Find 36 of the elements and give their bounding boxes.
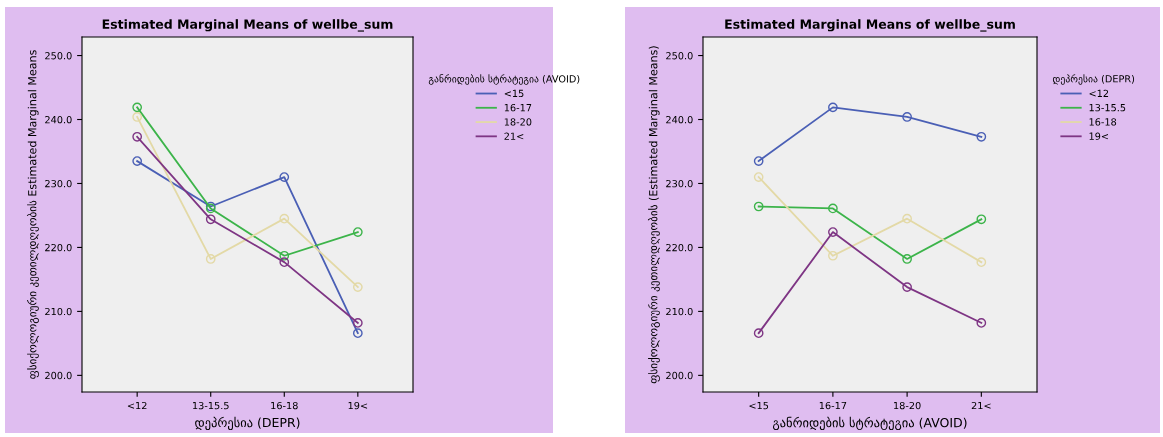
legend-label: 13-15.5 [1089,103,1126,112]
y-tick-label: 240.0 [666,115,693,124]
legend-title: დეპრესია (DEPR) [1052,74,1135,85]
x-tick-label: <12 [127,401,147,410]
x-tick-label: 13-15.5 [193,401,229,410]
x-tick-label: 19< [348,401,368,410]
y-tick-label: 200.0 [45,371,72,380]
y-tick-label: 220.0 [666,243,693,252]
legend-label: 16-18 [1089,118,1117,126]
y-tick-label: 220.0 [45,243,72,252]
y-axis-title: ფსიქოლოგიური კეთილდღეობის Estimated Marginal Means [26,50,39,379]
x-tick-label: <15 [749,402,769,410]
legend-label: <15 [504,89,524,98]
legend-label: <12 [1089,89,1109,97]
legend-label: 16-17 [504,103,532,112]
chart-title: Estimated Marginal Means of wellbe_sum [725,19,1015,32]
y-tick-label: 210.0 [666,307,693,316]
legend-label: 19< [1089,132,1108,140]
y-tick-label: 230.0 [45,179,72,188]
y-tick-label: 250.0 [666,52,693,60]
x-tick-label: 16-18 [271,401,298,410]
chart-title: Estimated Marginal Means of wellbe_sum [102,19,393,32]
y-tick-label: 230.0 [666,179,693,188]
legend-label: 21< [504,132,524,140]
y-axis-title: ფსიქოლოგიური კეთილდღეობის (Estimated Marginal Means) [647,46,660,384]
x-axis-title: დეპრესია (DEPR) [195,416,300,431]
y-tick-label: 250.0 [45,52,72,60]
y-tick-label: 210.0 [45,307,72,316]
x-axis-title: განრიდების სტრატეგია (AVOID) [772,416,967,431]
x-tick-label: 21< [971,401,991,410]
y-tick-label: 240.0 [45,115,72,124]
y-tick-label: 200.0 [666,371,693,380]
legend-label: 18-20 [504,118,532,126]
x-tick-label: 18-20 [894,401,921,410]
x-tick-label: 16-17 [819,401,847,410]
legend-title: განრიდების სტრატეგია (AVOID) [428,74,580,85]
